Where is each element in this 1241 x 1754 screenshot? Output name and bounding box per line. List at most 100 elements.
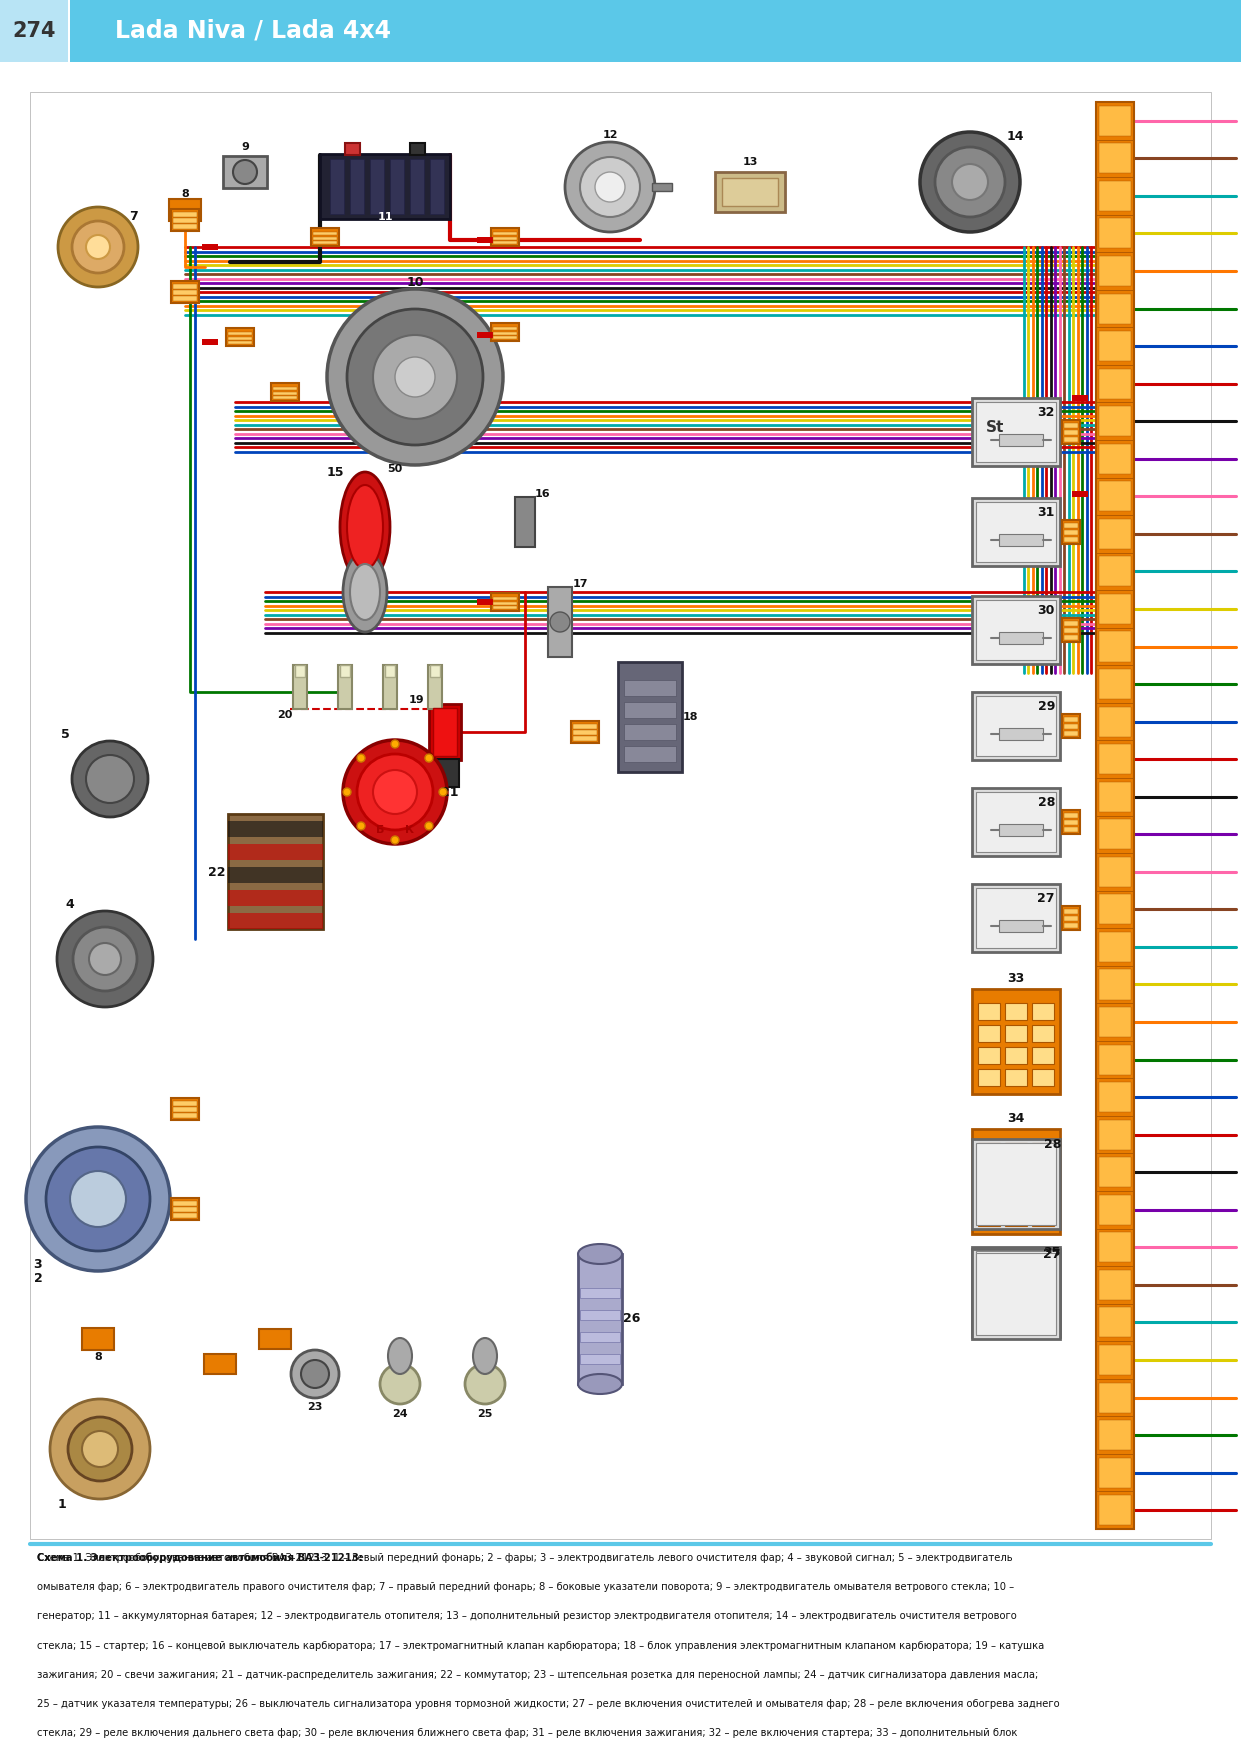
Bar	[493, 596, 517, 600]
Bar	[172, 1201, 197, 1207]
Bar	[978, 1187, 1000, 1203]
Circle shape	[395, 358, 436, 396]
Bar	[202, 339, 218, 346]
Bar	[223, 156, 267, 188]
Text: 13: 13	[742, 158, 758, 167]
Bar	[390, 160, 405, 214]
Text: 19: 19	[410, 695, 424, 705]
Bar	[172, 296, 197, 302]
Text: генератор; 11 – аккумуляторная батарея; 12 – электродвигатель отопителя; 13 – до: генератор; 11 – аккумуляторная батарея; …	[37, 1612, 1016, 1621]
Bar	[573, 730, 597, 735]
Bar	[975, 1252, 1056, 1335]
Bar	[1100, 819, 1131, 849]
Bar	[338, 665, 352, 709]
Bar	[1062, 519, 1080, 544]
Bar	[1005, 1209, 1028, 1226]
Bar	[1100, 1345, 1131, 1375]
Bar	[345, 144, 360, 154]
Bar	[975, 888, 1056, 947]
Ellipse shape	[343, 553, 387, 631]
Bar	[1064, 523, 1078, 528]
Bar	[228, 340, 252, 344]
Text: 18: 18	[683, 712, 697, 723]
Bar	[1100, 105, 1131, 135]
Bar	[273, 396, 297, 398]
Text: Б: Б	[376, 824, 385, 835]
Bar	[493, 605, 517, 609]
Circle shape	[82, 1431, 118, 1466]
Bar	[1064, 537, 1078, 542]
Bar	[1100, 444, 1131, 474]
Bar	[1064, 621, 1078, 626]
Bar	[431, 759, 459, 788]
Circle shape	[465, 1365, 505, 1403]
Text: St: St	[987, 419, 1004, 435]
Bar	[1064, 628, 1078, 633]
Circle shape	[72, 740, 148, 817]
Text: 15: 15	[326, 465, 344, 479]
Circle shape	[391, 740, 400, 747]
Circle shape	[424, 823, 433, 830]
Bar	[493, 602, 517, 605]
Bar	[975, 793, 1056, 852]
Bar	[493, 337, 517, 339]
Bar	[1100, 782, 1131, 812]
Bar	[1100, 1307, 1131, 1338]
Bar	[313, 237, 338, 240]
Bar	[82, 1328, 114, 1351]
Bar	[172, 1107, 197, 1112]
Bar	[477, 600, 493, 605]
Text: 3: 3	[34, 1258, 42, 1270]
Bar	[1096, 102, 1134, 1529]
Bar	[273, 388, 297, 389]
Bar	[1100, 1158, 1131, 1187]
Bar	[477, 332, 493, 339]
Ellipse shape	[340, 472, 390, 582]
Bar	[171, 1198, 199, 1221]
Bar	[1033, 1024, 1054, 1042]
Text: 12: 12	[602, 130, 618, 140]
Bar	[1064, 731, 1078, 737]
Circle shape	[357, 823, 365, 830]
Circle shape	[46, 1147, 150, 1251]
Bar	[972, 1138, 1060, 1230]
Bar	[1064, 724, 1078, 730]
Text: 33: 33	[1008, 972, 1025, 984]
Text: 22: 22	[208, 865, 226, 879]
Bar	[410, 144, 424, 154]
Circle shape	[26, 1128, 170, 1272]
Bar	[491, 228, 519, 246]
Bar	[172, 1214, 197, 1217]
Text: 32: 32	[1037, 405, 1055, 419]
Bar	[975, 696, 1056, 756]
Bar	[1064, 821, 1078, 824]
Bar	[1100, 519, 1131, 549]
Bar	[228, 866, 323, 882]
Bar	[273, 391, 297, 395]
Bar	[1033, 1165, 1054, 1182]
Bar	[549, 588, 572, 658]
Bar	[715, 172, 786, 212]
Bar	[1100, 1421, 1131, 1451]
Circle shape	[73, 928, 137, 991]
Circle shape	[374, 770, 417, 814]
Bar	[1100, 481, 1131, 512]
Circle shape	[233, 160, 257, 184]
Bar	[1062, 810, 1080, 833]
Bar	[370, 160, 383, 214]
Ellipse shape	[347, 486, 383, 568]
Bar	[1100, 1382, 1131, 1412]
Bar	[493, 232, 517, 235]
Bar	[571, 721, 599, 744]
Text: Lada Niva / Lada 4x4: Lada Niva / Lada 4x4	[115, 19, 391, 44]
Bar	[171, 209, 199, 232]
Bar	[172, 284, 197, 289]
Bar	[972, 596, 1060, 665]
Bar	[1064, 826, 1078, 831]
Bar	[1064, 530, 1078, 535]
Bar	[429, 160, 444, 214]
Bar	[1072, 395, 1088, 402]
Text: 35: 35	[1044, 1245, 1061, 1259]
Bar	[1100, 1007, 1131, 1037]
Bar	[515, 496, 535, 547]
